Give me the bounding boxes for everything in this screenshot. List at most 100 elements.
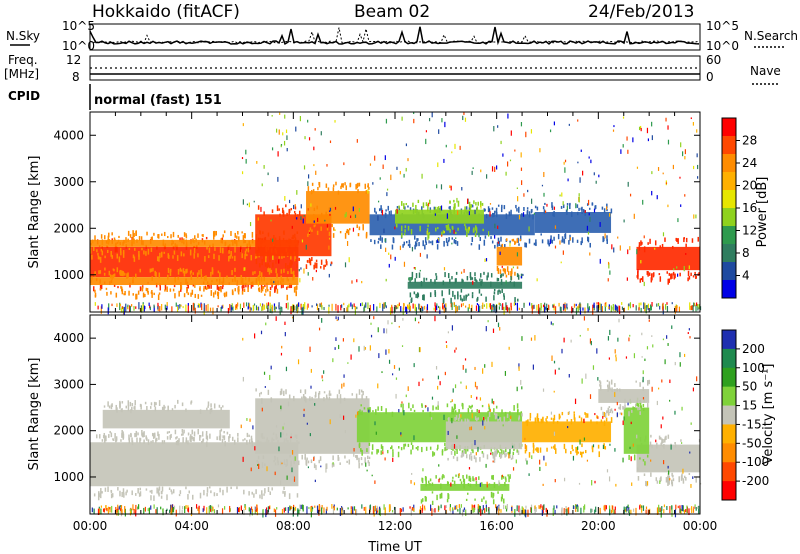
sporadic-echo: [674, 361, 676, 366]
echo-speckle: [368, 442, 371, 446]
sporadic-echo: [408, 277, 410, 281]
echo-speckle: [431, 491, 434, 494]
echo-speckle: [298, 210, 301, 217]
echo-speckle: [581, 452, 583, 458]
echo-speckle: [94, 235, 96, 242]
echo-speckle: [266, 263, 269, 269]
echo-speckle: [640, 240, 642, 246]
echo-speckle: [222, 435, 224, 439]
sporadic-echo: [342, 415, 345, 420]
echo-speckle: [496, 211, 498, 218]
sporadic-echo: [257, 464, 259, 466]
near-range-echo: [674, 305, 676, 314]
sporadic-echo: [627, 249, 629, 255]
near-range-echo: [531, 306, 533, 314]
near-range-echo: [91, 507, 93, 513]
sporadic-echo: [275, 128, 278, 133]
near-range-echo: [666, 305, 669, 313]
sporadic-echo: [512, 266, 515, 269]
sporadic-echo: [522, 273, 524, 276]
near-range-echo: [640, 302, 642, 306]
echo-speckle: [500, 274, 502, 279]
sporadic-echo: [307, 181, 309, 187]
sporadic-echo: [685, 253, 687, 255]
sporadic-echo: [586, 459, 589, 462]
near-range-echo: [422, 306, 424, 311]
echo-speckle: [473, 478, 475, 482]
sporadic-echo: [494, 235, 496, 239]
echo-speckle: [323, 391, 326, 394]
echo-speckle: [581, 208, 583, 212]
echo-speckle: [332, 184, 335, 188]
echo-speckle: [645, 480, 647, 487]
echo-speckle: [452, 456, 455, 459]
near-range-echo: [238, 507, 241, 513]
echo-speckle: [487, 410, 489, 417]
echo-speckle: [402, 244, 404, 248]
sporadic-echo: [491, 166, 494, 172]
near-range-echo: [626, 506, 628, 512]
sporadic-echo: [488, 403, 490, 407]
near-range-echo: [566, 307, 568, 310]
near-range-echo: [256, 507, 258, 516]
echo-speckle: [475, 278, 477, 282]
echo-speckle: [282, 283, 284, 288]
near-range-echo: [262, 304, 264, 311]
sporadic-echo: [636, 434, 638, 439]
near-range-echo: [643, 302, 645, 310]
near-range-echo: [217, 504, 220, 508]
echo-speckle: [469, 477, 472, 482]
echo-speckle: [103, 432, 106, 439]
near-range-echo: [281, 508, 284, 515]
echo-speckle: [401, 232, 403, 238]
sporadic-echo: [315, 464, 317, 471]
sporadic-echo: [280, 432, 282, 438]
near-range-echo: [192, 302, 194, 311]
echo-speckle: [217, 286, 220, 291]
sporadic-echo: [485, 463, 487, 468]
echo-speckle: [448, 289, 451, 295]
near-range-echo: [502, 303, 504, 310]
echo-speckle: [500, 207, 503, 213]
echo-speckle: [151, 489, 153, 494]
echo-speckle: [607, 407, 610, 413]
echo-speckle: [635, 380, 637, 383]
sporadic-echo: [452, 388, 454, 393]
sporadic-echo: [560, 261, 562, 264]
sporadic-echo: [613, 247, 615, 253]
echo-speckle: [484, 208, 486, 212]
near-range-echo: [111, 303, 113, 307]
near-range-echo: [412, 303, 414, 309]
echo-speckle: [572, 237, 574, 243]
near-range-echo: [301, 304, 303, 308]
near-range-echo: [231, 303, 233, 308]
near-range-echo: [693, 302, 696, 307]
echo-speckle: [420, 280, 423, 287]
near-range-echo: [302, 306, 304, 315]
sporadic-echo: [607, 336, 610, 341]
echo-speckle: [127, 230, 130, 236]
echo-speckle: [135, 493, 137, 496]
echo-speckle: [524, 449, 527, 454]
sporadic-echo: [303, 413, 305, 417]
sporadic-echo: [278, 446, 280, 452]
echo-speckle: [294, 206, 297, 210]
echo-speckle: [649, 441, 652, 447]
echo-speckle: [491, 240, 494, 244]
echo-speckle: [174, 277, 176, 283]
echo-speckle: [238, 236, 240, 242]
near-range-echo: [352, 506, 354, 515]
echo-speckle: [663, 443, 665, 449]
sporadic-echo: [677, 273, 679, 277]
sporadic-echo: [563, 161, 565, 165]
colorbar-tick-label: 16: [742, 201, 757, 215]
sporadic-echo: [387, 320, 389, 325]
sporadic-echo: [552, 323, 554, 326]
echo-speckle: [146, 405, 148, 411]
sporadic-echo: [343, 382, 345, 387]
echo-speckle: [466, 228, 468, 233]
sporadic-echo: [604, 233, 606, 239]
near-range-echo: [108, 303, 110, 311]
near-range-echo: [398, 302, 400, 307]
echo-speckle: [650, 273, 653, 279]
